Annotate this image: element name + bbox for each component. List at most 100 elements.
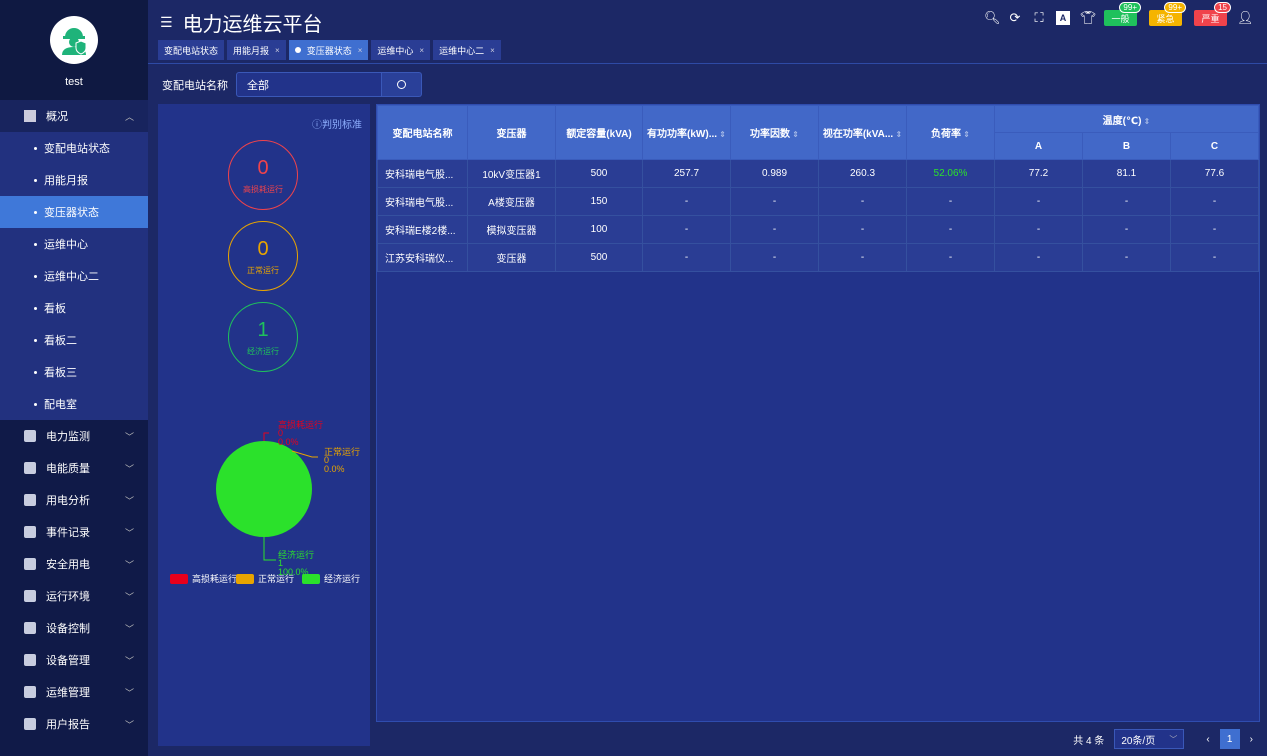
table-row[interactable]: 安科瑞电气股... 10kV变压器1 500 257.7 0.989 260.3 52.06… bbox=[377, 159, 1259, 188]
tab-label: 用能月报 bbox=[233, 45, 270, 56]
alarm-badge[interactable]: 严重 15 bbox=[1194, 2, 1231, 26]
menu-group[interactable]: 安全用电 ﹀ bbox=[0, 548, 148, 580]
tab[interactable]: 运维中心 × bbox=[371, 40, 431, 60]
table-cell: 安科瑞E楼2楼... bbox=[377, 215, 468, 244]
chevron-down-icon: ﹀ bbox=[124, 527, 134, 538]
close-icon[interactable]: × bbox=[490, 45, 495, 55]
legend-label[interactable]: 正常运行 bbox=[258, 573, 294, 584]
avatar[interactable] bbox=[50, 16, 98, 64]
tab[interactable]: 运维中心二 × bbox=[433, 40, 501, 60]
legend-swatch[interactable] bbox=[236, 574, 254, 584]
tab[interactable]: 变压器状态 × bbox=[288, 40, 369, 60]
alarm-label: 紧急 bbox=[1156, 13, 1175, 24]
pie-label-percent: 0.0% bbox=[278, 437, 299, 447]
column-header[interactable]: 视在功率(kVA... ⇕ bbox=[818, 105, 907, 160]
theme-shirt-icon[interactable]: 👕︎ bbox=[1080, 10, 1097, 25]
sidebar-subitem[interactable]: 运维中心二 bbox=[0, 260, 148, 292]
menu-group[interactable]: 事件记录 ﹀ bbox=[0, 516, 148, 548]
search-button[interactable] bbox=[382, 72, 422, 97]
column-header[interactable]: 有功功率(kW)... ⇕ bbox=[642, 105, 731, 160]
sidebar-subitem[interactable]: 看板 bbox=[0, 292, 148, 324]
page-size-select[interactable]: 20条/页 ﹀ bbox=[1114, 729, 1185, 749]
column-header[interactable]: 功率因数 ⇕ bbox=[730, 105, 819, 160]
chevron-down-icon: ﹀ bbox=[124, 591, 134, 602]
menu-group-overview[interactable]: 概况 ︿ bbox=[0, 100, 148, 132]
table-cell: - bbox=[1082, 215, 1171, 244]
menu-label: 运维管理 bbox=[46, 687, 90, 699]
table-cell: 260.3 bbox=[818, 159, 907, 188]
column-label: 负荷率 bbox=[931, 129, 962, 140]
legend-label[interactable]: 经济运行 bbox=[324, 573, 360, 584]
sort-icon[interactable]: ⇕ bbox=[1141, 116, 1151, 126]
translate-icon[interactable]: A bbox=[1056, 11, 1070, 25]
legend-swatch[interactable] bbox=[302, 574, 320, 584]
station-select[interactable]: 全部 bbox=[236, 72, 382, 97]
alarm-badge[interactable]: 一般 99+ bbox=[1104, 2, 1141, 26]
table-row[interactable]: 安科瑞电气股... A楼变压器 150- - - - - - - bbox=[377, 187, 1259, 216]
column-header[interactable]: 负荷率 ⇕ bbox=[906, 105, 995, 160]
pie-label-name: 经济运行 bbox=[278, 549, 314, 560]
next-page-button[interactable]: › bbox=[1249, 733, 1253, 745]
prev-page-button[interactable]: ‹ bbox=[1206, 733, 1210, 745]
legend-swatch[interactable] bbox=[170, 574, 188, 584]
menu-group[interactable]: 用电分析 ﹀ bbox=[0, 484, 148, 516]
sidebar-subitem[interactable]: 看板二 bbox=[0, 324, 148, 356]
table-cell: 100 bbox=[555, 215, 643, 244]
column-header-phase: A bbox=[994, 132, 1083, 160]
status-label: 经济运行 bbox=[247, 347, 279, 356]
table-cell: 77.2 bbox=[994, 159, 1083, 188]
alarm-badge[interactable]: 紧急 99+ bbox=[1149, 2, 1186, 26]
user-icon[interactable]: 👤︎ bbox=[1237, 10, 1254, 25]
table-cell: 安科瑞电气股... bbox=[377, 159, 468, 188]
submenu: 变配电站状态 用能月报 变压器状态 运维中心 运维中心二 看板 看板二 看板三 配电室 bbox=[0, 132, 148, 420]
chevron-down-icon: ﹀ bbox=[124, 495, 134, 506]
criteria-link[interactable]: ⓘ判别标准 bbox=[312, 120, 362, 131]
column-header[interactable]: 额定容量(kVA) bbox=[555, 105, 643, 160]
column-label: 有功功率(kW)... bbox=[647, 129, 718, 140]
table-cell: 变压器 bbox=[467, 243, 556, 272]
table-row[interactable]: 江苏安科瑞仪... 变压器 500- - - - - - - bbox=[377, 243, 1259, 272]
sidebar-subitem[interactable]: 看板三 bbox=[0, 356, 148, 388]
column-header[interactable]: 变压器 bbox=[467, 105, 556, 160]
sort-icon[interactable]: ⇕ bbox=[790, 130, 799, 139]
menu-group[interactable]: 用户报告 ﹀ bbox=[0, 708, 148, 740]
search-icon[interactable]: 🔍︎ bbox=[984, 10, 1001, 25]
table-cell: - bbox=[1082, 187, 1171, 216]
menu-toggle-icon[interactable]: ☰ bbox=[160, 14, 173, 30]
sidebar-subitem[interactable]: 变配电站状态 bbox=[0, 132, 148, 164]
fullscreen-icon[interactable]: ⛶ bbox=[1034, 10, 1044, 25]
menu-group[interactable]: 运维管理 ﹀ bbox=[0, 676, 148, 708]
sidebar-subitem[interactable]: 运维中心 bbox=[0, 228, 148, 260]
legend-label[interactable]: 高损耗运行 bbox=[192, 573, 237, 584]
tab[interactable]: 用能月报 × bbox=[227, 40, 286, 60]
sidebar-subitem[interactable]: 配电室 bbox=[0, 388, 148, 420]
alarm-label: 严重 bbox=[1201, 13, 1220, 24]
menu-group[interactable]: 电力监测 ﹀ bbox=[0, 420, 148, 452]
menu-group[interactable]: 设备控制 ﹀ bbox=[0, 612, 148, 644]
pie-label-value: 1 bbox=[278, 558, 283, 568]
status-count-ring: 0 正常运行 bbox=[228, 221, 298, 291]
chevron-down-icon: ﹀ bbox=[124, 559, 134, 570]
header-row: 变配电站名称 变压器 额定容量(kVA) 有功功率(kW)... ⇕ 功率因数 ⇕ 视在功… bbox=[377, 105, 1259, 160]
sidebar-subitem[interactable]: 用能月报 bbox=[0, 164, 148, 196]
menu-group[interactable]: 运行环境 ﹀ bbox=[0, 580, 148, 612]
refresh-icon[interactable]: ⟳ bbox=[1009, 10, 1021, 25]
menu-group[interactable]: 设备管理 ﹀ bbox=[0, 644, 148, 676]
close-icon[interactable]: × bbox=[357, 45, 363, 55]
tab[interactable]: 变配电站状态 bbox=[158, 40, 225, 60]
table-row[interactable]: 安科瑞E楼2楼... 模拟变压器 100- - - - - - - bbox=[377, 215, 1259, 244]
sort-icon[interactable]: ⇕ bbox=[717, 130, 726, 139]
column-label: 变配电站名称 bbox=[392, 129, 453, 140]
column-header[interactable]: 温度(℃) ⇕ bbox=[994, 105, 1259, 133]
pie-label-name: 高损耗运行 bbox=[278, 419, 323, 430]
table-cell: 77.6 bbox=[1170, 159, 1259, 188]
sort-icon[interactable]: ⇕ bbox=[893, 130, 903, 139]
column-header[interactable]: 变配电站名称 bbox=[377, 105, 468, 160]
sidebar-subitem[interactable]: 变压器状态 bbox=[0, 196, 148, 228]
close-icon[interactable]: × bbox=[419, 45, 425, 55]
page-1-button[interactable]: 1 bbox=[1219, 729, 1240, 749]
menu-group[interactable]: 电能质量 ﹀ bbox=[0, 452, 148, 484]
sort-icon[interactable]: ⇕ bbox=[961, 130, 970, 139]
close-icon[interactable]: × bbox=[275, 45, 280, 55]
table-cell: 模拟变压器 bbox=[467, 215, 556, 244]
